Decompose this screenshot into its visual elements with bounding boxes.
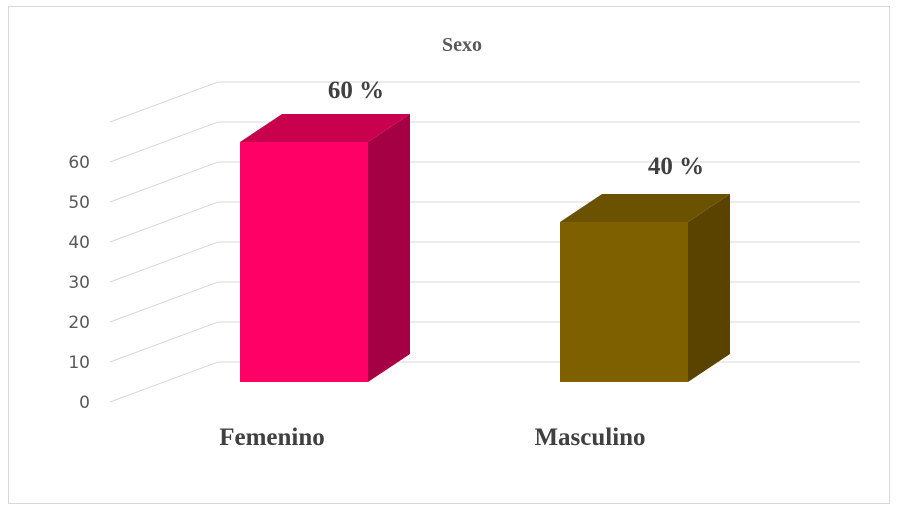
chart-title: Sexo	[442, 34, 482, 56]
gridline	[109, 201, 860, 243]
gridline	[109, 281, 860, 323]
bar-femenino	[240, 114, 410, 382]
bar-side-face	[688, 194, 730, 382]
gridline	[109, 361, 860, 403]
data-label: 60 %	[328, 77, 384, 104]
gridline	[109, 121, 860, 163]
grid-layer: 0 10 20 30 40 50 60	[68, 81, 860, 413]
category-label: Femenino	[219, 424, 325, 451]
bar-front-face	[240, 142, 368, 382]
chart-frame	[8, 6, 890, 504]
y-tick-label: 40	[68, 233, 90, 253]
y-tick-label: 10	[68, 353, 90, 373]
gridline	[109, 241, 860, 283]
bar-masculino	[560, 194, 730, 382]
bar-top-face	[240, 114, 410, 142]
y-tick-label: 20	[68, 313, 90, 333]
y-tick-label: 30	[68, 273, 90, 293]
y-tick-label: 60	[68, 153, 90, 173]
gridline	[109, 161, 860, 203]
gridline	[109, 321, 860, 363]
label-layer: 60 % Femenino 40 % Masculino	[219, 77, 704, 451]
y-tick-label: 0	[79, 393, 90, 413]
bar-side-face	[368, 114, 410, 382]
gridline	[109, 81, 219, 123]
bar-layer	[240, 114, 730, 382]
bar-front-face	[560, 222, 688, 382]
data-label: 40 %	[648, 153, 704, 180]
y-tick-label: 50	[68, 193, 90, 213]
bar-top-face	[560, 194, 730, 222]
category-label: Masculino	[534, 424, 645, 451]
